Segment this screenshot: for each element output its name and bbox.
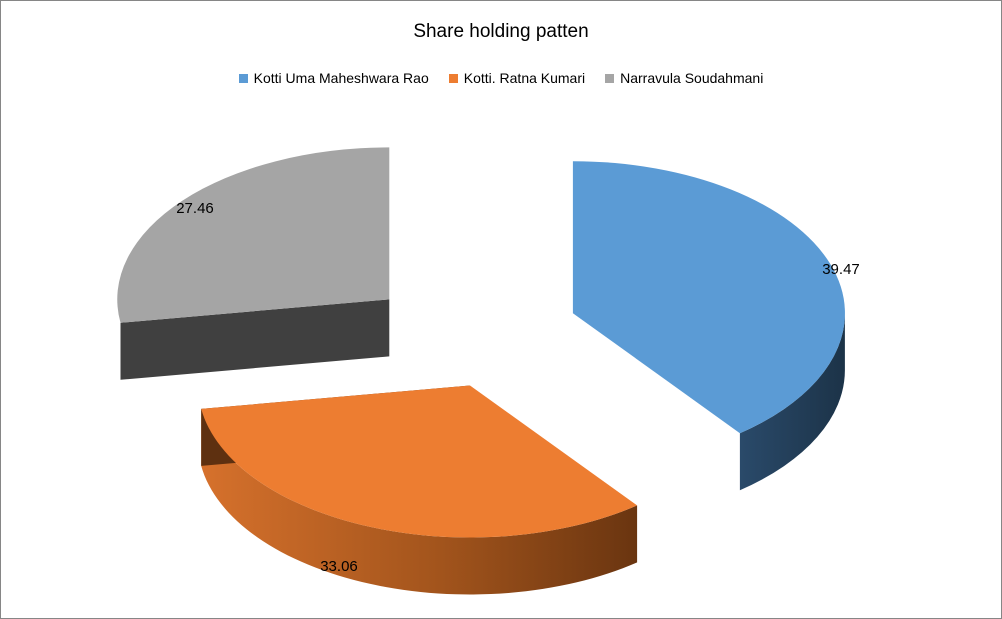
pie-slices: [117, 147, 845, 595]
legend-swatch-gray: [605, 73, 615, 83]
pie-slice-kotti-ratna-wall: [201, 408, 638, 595]
legend-label: Kotti Uma Maheshwara Rao: [253, 70, 429, 86]
pie-slice-narravula: [117, 147, 390, 323]
data-label-narravula: 27.46: [176, 200, 214, 217]
pie-slice-kotti-uma: [572, 161, 845, 434]
legend-swatch-orange: [448, 73, 458, 83]
data-label-kotti-uma: 39.47: [822, 261, 860, 278]
legend-item-kotti-uma: Kotti Uma Maheshwara Rao: [238, 70, 429, 86]
data-label-kotti-ratna: 33.06: [320, 558, 358, 575]
legend-label: Kotti. Ratna Kumari: [463, 70, 586, 86]
pie-slice-kotti-uma-wall: [739, 313, 845, 491]
legend-label: Narravula Soudahmani: [620, 70, 764, 86]
pie-slice-side-gray: [120, 299, 390, 380]
pie-slice-kotti-ratna: [201, 385, 638, 538]
legend-swatch-blue: [238, 73, 248, 83]
chart-title: Share holding patten: [413, 21, 589, 42]
legend: Kotti Uma Maheshwara Rao Kotti. Ratna Ku…: [1, 70, 1001, 86]
legend-item-narravula: Narravula Soudahmani: [605, 70, 763, 86]
legend-item-kotti-ratna: Kotti. Ratna Kumari: [448, 70, 586, 86]
